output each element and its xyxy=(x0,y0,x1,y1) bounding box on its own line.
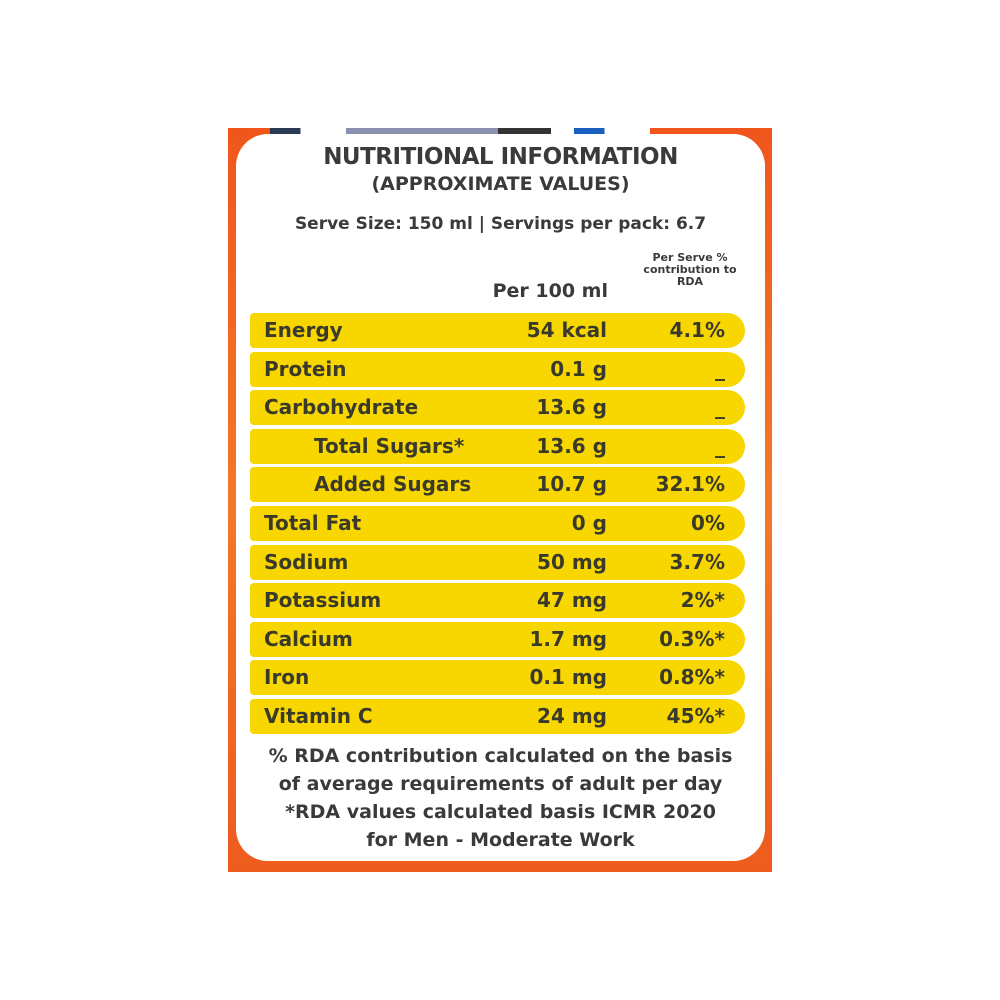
nutrient-value: 24 mg xyxy=(537,704,607,728)
nutrient-value: 0.1 mg xyxy=(529,665,607,690)
nutrient-rda: 4.1% xyxy=(669,318,725,342)
nutrient-rda: _ xyxy=(715,395,725,420)
nutrient-rda: 32.1% xyxy=(655,472,725,497)
nutrient-value: 54 kcal xyxy=(526,318,607,342)
nutrient-rda: _ xyxy=(715,433,725,458)
footnote-line: % RDA contribution calculated on the bas… xyxy=(268,745,733,767)
nutrient-name: Carbohydrate xyxy=(264,395,419,420)
serving-info: Serve Size: 150 ml | Servings per pack: … xyxy=(294,214,707,234)
nutrient-rda: 3.7% xyxy=(669,549,725,574)
table-row: Protein 0.1 g _ xyxy=(250,351,745,387)
nutrient-value: 47 mg xyxy=(537,588,607,613)
nutrient-value: 13.6 g xyxy=(536,395,607,420)
table-row: Vitamin C 24 mg 45%* xyxy=(250,699,745,734)
nutrient-name: Protein xyxy=(264,356,347,381)
nutrient-name: Energy xyxy=(264,318,343,342)
label-title: NUTRITIONAL INFORMATION xyxy=(323,144,678,170)
table-row: Total Fat 0 g 0% xyxy=(250,506,745,541)
table-row: Calcium 1.7 mg 0.3%* xyxy=(250,621,745,657)
nutrient-value: 1.7 mg xyxy=(529,626,607,651)
nutrient-name: Sodium xyxy=(264,549,349,574)
footnote-line: of average requirements of adult per day xyxy=(278,773,723,795)
nutrient-name: Added Sugars xyxy=(314,472,472,497)
table-row: Added Sugars 10.7 g 32.1% xyxy=(250,467,745,503)
nutrient-name: Potassium xyxy=(264,588,382,613)
nutrient-rda: 2%* xyxy=(680,588,725,613)
table-row: Energy 54 kcal 4.1% xyxy=(250,313,745,348)
footnote-line: for Men - Moderate Work xyxy=(366,829,635,851)
column-header-rda: Per Serve % contribution to RDA xyxy=(643,251,737,288)
nutrient-rda: 0% xyxy=(691,511,725,535)
nutrient-value: 0 g xyxy=(571,511,607,535)
table-row: Sodium 50 mg 3.7% xyxy=(250,544,745,580)
nutrient-name: Total Fat xyxy=(264,511,362,535)
nutrient-rda: _ xyxy=(715,356,725,381)
label-subtitle: (APPROXIMATE VALUES) xyxy=(371,173,630,195)
table-row: Total Sugars* 13.6 g _ xyxy=(250,428,745,464)
nutrient-value: 0.1 g xyxy=(550,356,607,381)
footnote-line: *RDA values calculated basis ICMR 2020 xyxy=(285,801,716,823)
table-row: Iron 0.1 mg 0.8%* xyxy=(250,660,745,696)
nutrient-name: Iron xyxy=(264,665,310,690)
nutrient-name: Calcium xyxy=(264,626,353,651)
column-header-per100: Per 100 ml xyxy=(492,280,608,302)
nutrient-name: Vitamin C xyxy=(264,704,373,728)
table-row: Carbohydrate 13.6 g _ xyxy=(250,390,745,426)
nutrient-value: 10.7 g xyxy=(536,472,607,497)
nutrient-rda: 0.8%* xyxy=(659,665,725,690)
nutrient-value: 13.6 g xyxy=(536,433,607,458)
nutrient-rda: 0.3%* xyxy=(659,626,725,651)
nutrient-name: Total Sugars* xyxy=(314,433,465,458)
nutrient-rda: 45%* xyxy=(666,704,725,728)
footnotes: % RDA contribution calculated on the bas… xyxy=(236,742,765,854)
table-row: Potassium 47 mg 2%* xyxy=(250,583,745,619)
nutrient-value: 50 mg xyxy=(537,549,607,574)
package-top-strip xyxy=(270,128,650,134)
